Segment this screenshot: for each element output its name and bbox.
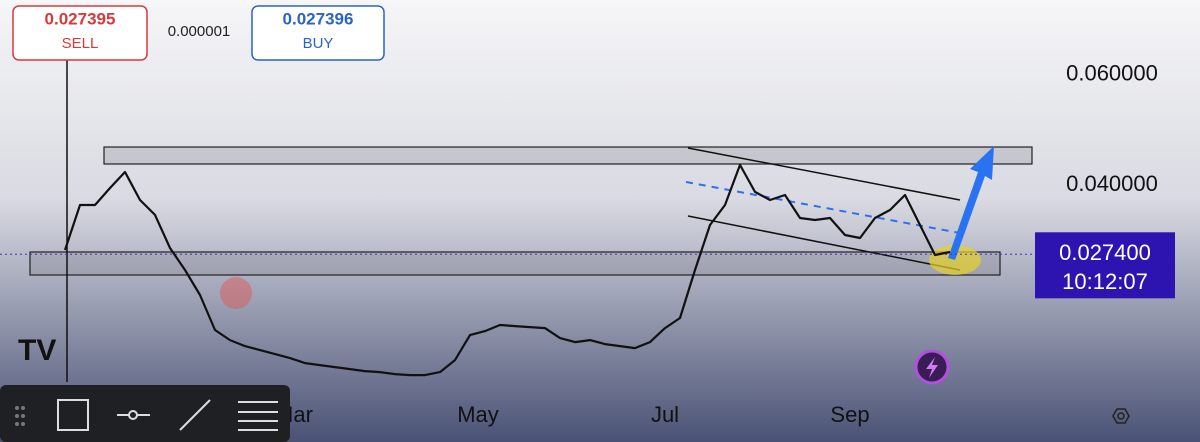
- ray-tool[interactable]: [117, 410, 150, 420]
- price-line-series: [63, 163, 951, 377]
- price-badge-value: 0.027400: [1059, 240, 1151, 265]
- fib-tool[interactable]: [238, 401, 278, 431]
- x-tick-label: Sep: [830, 402, 869, 427]
- sell-button[interactable]: 0.027395 SELL: [12, 5, 148, 61]
- y-tick-label: 0.040000: [1066, 171, 1158, 196]
- toolbar: [0, 385, 290, 442]
- y-tick-label: 0.060000: [1066, 61, 1158, 86]
- rect-tool[interactable]: [57, 399, 89, 431]
- flash-button[interactable]: [914, 349, 950, 385]
- plot: 0.060000 0.040000 0.027400 10:12:07: [0, 61, 1175, 377]
- countdown: 10:12:07: [1062, 269, 1148, 294]
- sell-price: 0.027395: [45, 9, 116, 28]
- x-tick-label: Jul: [651, 402, 679, 427]
- trend-tool[interactable]: [179, 399, 211, 431]
- settings-button[interactable]: [1112, 408, 1130, 424]
- logo: TV: [18, 334, 56, 367]
- x-tick-label: May: [457, 402, 499, 427]
- drawings: [29, 60, 1033, 382]
- buy-button[interactable]: 0.027396 BUY: [251, 5, 385, 61]
- sell-label: SELL: [62, 35, 99, 52]
- price-badge: [1035, 232, 1175, 299]
- buy-price: 0.027396: [283, 9, 354, 28]
- buy-label: BUY: [303, 35, 334, 52]
- spread: 0.000001: [168, 23, 231, 40]
